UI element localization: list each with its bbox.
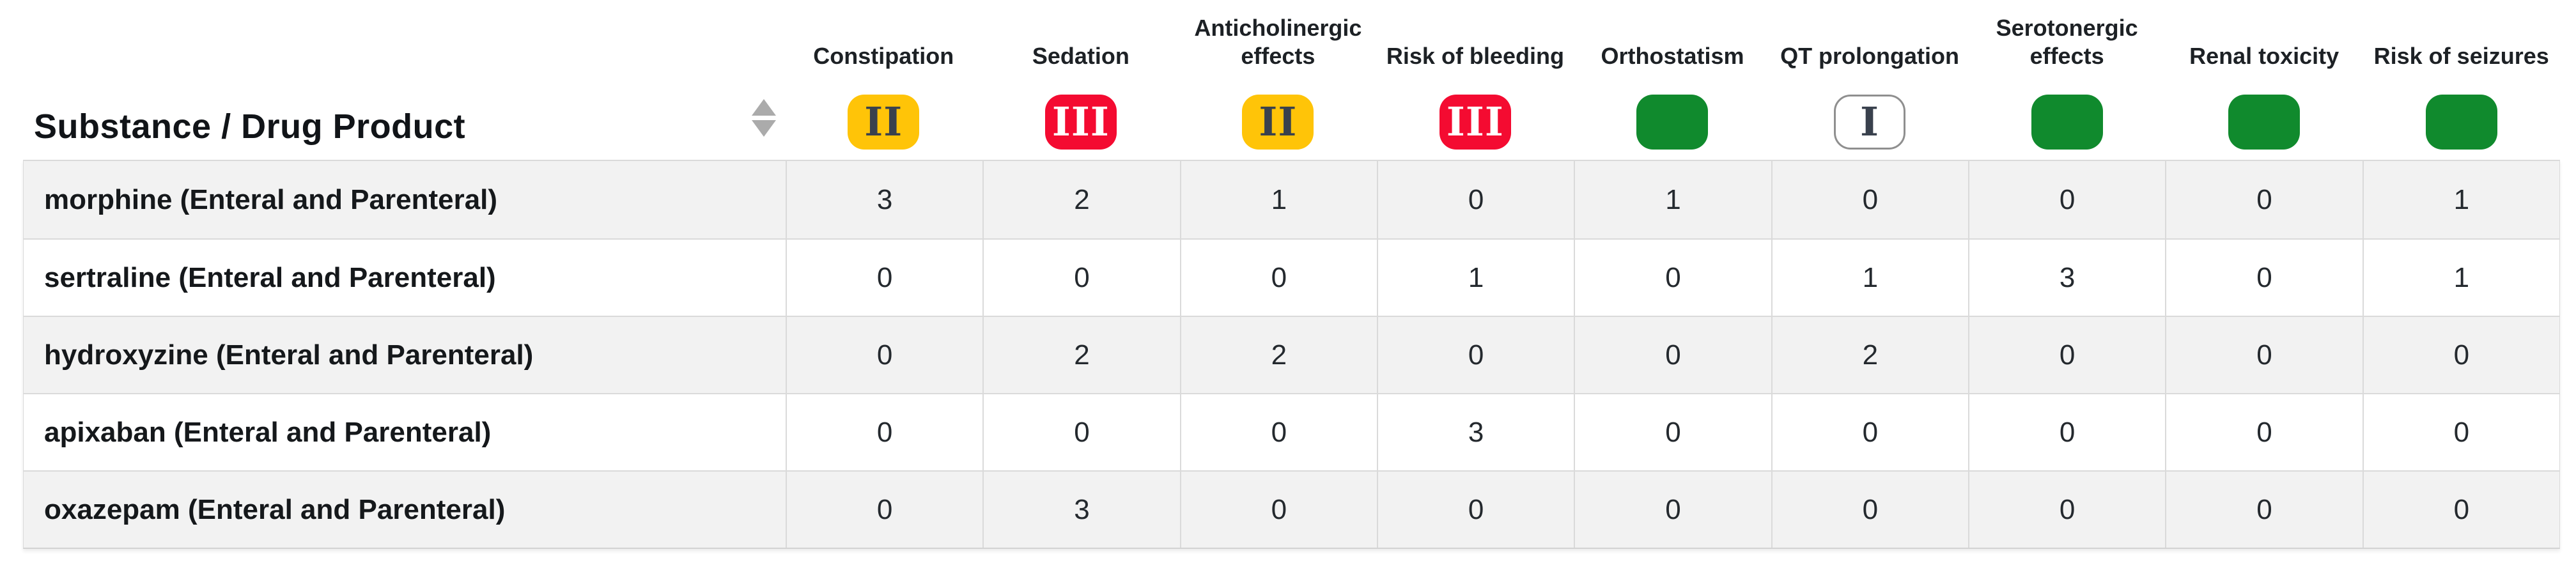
score-cell: 0 — [2165, 317, 2362, 393]
score-cell: 0 — [1968, 317, 2165, 393]
score-cell: 0 — [1968, 472, 2165, 548]
score-cell: 1 — [2362, 240, 2559, 316]
column-header-label: QT prolongation — [1780, 43, 1960, 69]
score-cell: 2 — [982, 161, 1179, 238]
score-cell: 0 — [2165, 240, 2362, 316]
substance-cell: apixaban (Enteral and Parenteral) — [44, 416, 492, 448]
score-cell: 0 — [1968, 161, 2165, 238]
score-cell: 0 — [1377, 161, 1574, 238]
column-header-label: Serotonergic effects — [1996, 15, 2138, 69]
table-row: sertraline (Enteral and Parenteral) 0 0 0 1 0… — [24, 238, 2559, 316]
score-cell: 2 — [1771, 317, 1968, 393]
table-row: hydroxyzine (Enteral and Parenteral) 0 2 2 0… — [24, 316, 2559, 393]
score-cell: 0 — [1574, 317, 1771, 393]
score-cell: 0 — [1771, 472, 1968, 548]
medication-risk-table: Substance / Drug Product Constipation II S… — [23, 0, 2560, 549]
table-row: apixaban (Enteral and Parenteral) 0 0 0 3 0 0 0… — [24, 393, 2559, 470]
risk-level-badge-red: III — [1044, 95, 1117, 150]
column-header-label: Renal toxicity — [2189, 43, 2339, 69]
column-header-label: Risk of bleeding — [1386, 43, 1564, 69]
substance-cell: oxazepam (Enteral and Parenteral) — [44, 493, 506, 525]
score-cell: 0 — [1771, 161, 1968, 238]
column-header-sedation: Sedation III — [982, 0, 1180, 160]
risk-level-badge-yellow: II — [848, 95, 920, 150]
column-header-label: Orthostatism — [1601, 43, 1744, 69]
column-header-serotonergic-effects: Serotonergic effects — [1968, 0, 2166, 160]
column-header-constipation: Constipation II — [785, 0, 982, 160]
score-cell: 1 — [1179, 161, 1377, 238]
column-header-risk-of-bleeding: Risk of bleeding III — [1377, 0, 1574, 160]
score-cell: 2 — [982, 317, 1179, 393]
risk-level-badge-green — [2031, 95, 2103, 150]
column-header-anticholinergic-effects: Anticholinergic effects II — [1179, 0, 1377, 160]
score-cell: 0 — [1968, 394, 2165, 470]
score-cell: 0 — [1179, 394, 1377, 470]
column-header-label: Constipation — [813, 43, 954, 69]
score-cell: 0 — [2362, 394, 2559, 470]
table-body: morphine (Enteral and Parenteral) 3 2 1 0 1 0 0… — [23, 160, 2560, 549]
risk-level-badge-green — [2228, 95, 2301, 150]
table-row: morphine (Enteral and Parenteral) 3 2 1 0 1 0 0… — [24, 161, 2559, 238]
score-cell: 1 — [1771, 240, 1968, 316]
score-cell: 3 — [1968, 240, 2165, 316]
column-header-qt-prolongation: QT prolongation I — [1771, 0, 1969, 160]
risk-level-badge-yellow: II — [1242, 95, 1314, 150]
score-cell: 0 — [1377, 472, 1574, 548]
substance-column-title: Substance / Drug Product — [34, 107, 466, 146]
score-cell: 0 — [1574, 240, 1771, 316]
column-header-label: Anticholinergic effects — [1194, 15, 1362, 69]
substance-column-header: Substance / Drug Product — [23, 0, 785, 160]
score-cell: 0 — [2165, 472, 2362, 548]
table-row: oxazepam (Enteral and Parenteral) 0 3 0 0 0 0 0… — [24, 470, 2559, 548]
sort-up-down-icon[interactable] — [752, 99, 776, 137]
table-header-row: Substance / Drug Product Constipation II S… — [23, 0, 2560, 160]
risk-level-badge-green — [2425, 95, 2497, 150]
risk-level-badge-red: III — [1439, 95, 1511, 150]
score-cell: 0 — [786, 317, 982, 393]
substance-cell: hydroxyzine (Enteral and Parenteral) — [44, 339, 534, 371]
score-cell: 0 — [2165, 394, 2362, 470]
score-cell: 0 — [1179, 240, 1377, 316]
score-cell: 0 — [2362, 472, 2559, 548]
score-cell: 1 — [1377, 240, 1574, 316]
score-cell: 1 — [1574, 161, 1771, 238]
sort-ascending-icon — [752, 99, 776, 116]
substance-cell: morphine (Enteral and Parenteral) — [44, 183, 498, 215]
risk-level-badge-white: I — [1834, 95, 1906, 150]
score-cell: 0 — [2362, 317, 2559, 393]
risk-level-badge-green — [1636, 95, 1709, 150]
column-header-orthostatism: Orthostatism — [1574, 0, 1771, 160]
score-cell: 0 — [1179, 472, 1377, 548]
column-header-renal-toxicity: Renal toxicity — [2166, 0, 2363, 160]
sort-descending-icon — [752, 120, 776, 137]
substance-cell: sertraline (Enteral and Parenteral) — [44, 261, 496, 293]
column-header-label: Sedation — [1032, 43, 1129, 69]
score-cell: 1 — [2362, 161, 2559, 238]
score-cell: 0 — [786, 472, 982, 548]
column-header-risk-of-seizures: Risk of seizures — [2363, 0, 2560, 160]
score-cell: 0 — [982, 394, 1179, 470]
score-cell: 3 — [982, 472, 1179, 548]
score-cell: 0 — [786, 394, 982, 470]
column-header-label: Risk of seizures — [2373, 43, 2549, 69]
score-cell: 2 — [1179, 317, 1377, 393]
score-cell: 0 — [1574, 472, 1771, 548]
score-cell: 0 — [2165, 161, 2362, 238]
score-cell: 3 — [1377, 394, 1574, 470]
score-cell: 0 — [1771, 394, 1968, 470]
score-cell: 3 — [786, 161, 982, 238]
score-cell: 0 — [1574, 394, 1771, 470]
score-cell: 0 — [786, 240, 982, 316]
score-cell: 0 — [982, 240, 1179, 316]
score-cell: 0 — [1377, 317, 1574, 393]
